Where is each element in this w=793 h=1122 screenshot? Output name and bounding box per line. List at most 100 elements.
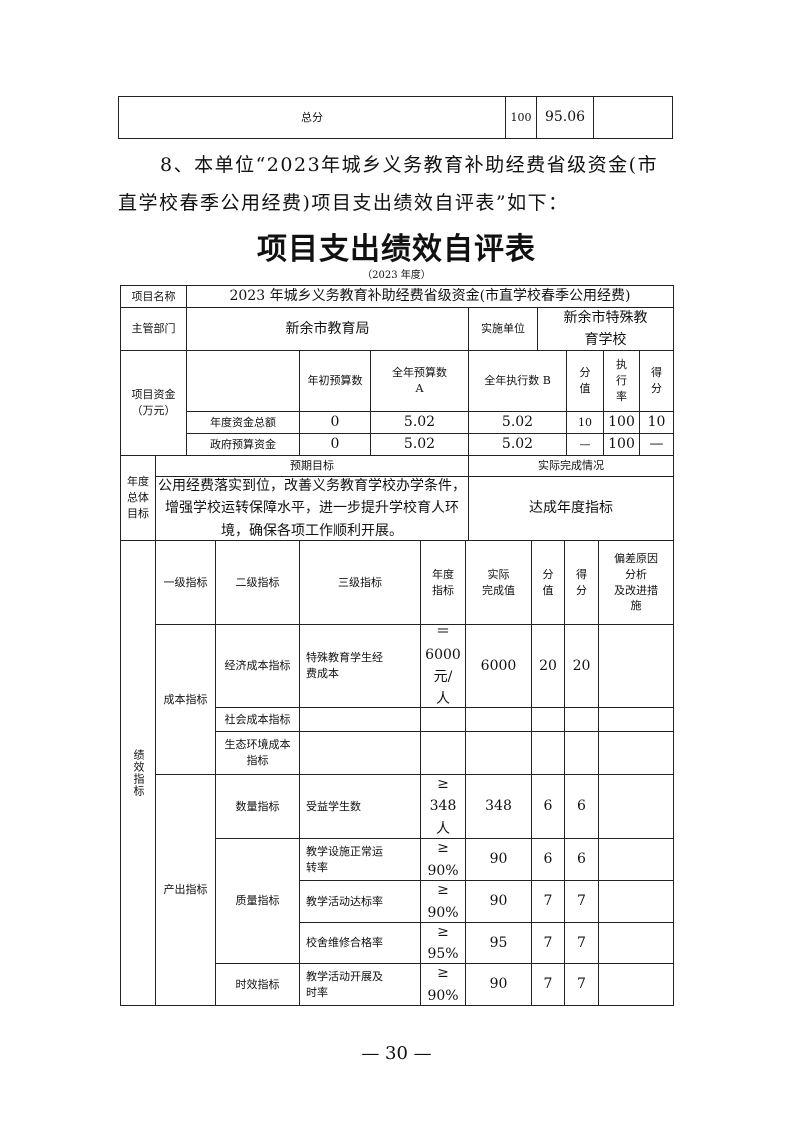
paragraph-line-2: 直学校春季公用经费)项目支出绩效自评表”如下： <box>118 192 569 214</box>
indicator-note <box>598 707 674 732</box>
indicator-level3 <box>299 707 421 732</box>
indicator-score: 7 <box>564 922 599 964</box>
level1-cost: 成本指标 <box>155 624 216 775</box>
indicator-level3: 受益学生数 <box>299 774 421 839</box>
level1-output: 产出指标 <box>155 774 216 1006</box>
perf-header: 偏差原因 分析 及改进措 施 <box>598 540 674 625</box>
indicator-target: ≥ 90% <box>420 880 466 923</box>
goal-actual: 达成年度指标 <box>468 476 674 541</box>
funds-cell: 100 <box>603 411 640 434</box>
funds-header: 全年执行数 B <box>468 350 567 412</box>
funds-cell: — <box>566 433 604 456</box>
indicator-note <box>598 838 674 881</box>
indicator-score: 7 <box>564 880 599 923</box>
indicator-target <box>420 707 466 732</box>
funds-header: 年初预算数 <box>299 350 371 412</box>
project-name-label: 项目名称 <box>120 285 187 308</box>
funds-label: 项目资金 （万元） <box>120 350 187 456</box>
level2-indicator: 时效指标 <box>215 963 300 1006</box>
indicator-actual: 95 <box>465 922 532 964</box>
indicator-score <box>564 731 599 775</box>
indicator-level3: 特殊教育学生经 费成本 <box>299 624 421 708</box>
funds-header: 分 值 <box>566 350 604 412</box>
perf-header: 得 分 <box>564 540 599 625</box>
level2-indicator: 数量指标 <box>215 774 300 839</box>
funds-cell: — <box>639 433 674 456</box>
indicator-target: ≥ 348 人 <box>420 774 466 839</box>
summary-score-value: 100 <box>505 96 537 139</box>
indicator-note <box>598 624 674 708</box>
goal-expected: 公用经费落实到位，改善义务教育学校办学条件，增强学校运转保障水平，进一步提升学校… <box>155 476 469 541</box>
indicator-level3: 教学活动达标率 <box>299 880 421 923</box>
funds-cell: 5.02 <box>468 411 567 434</box>
goal-label: 年度 总体 目标 <box>120 455 156 541</box>
perf-label: 绩效指标 <box>120 540 156 1006</box>
funds-header <box>186 350 300 412</box>
indicator-actual <box>465 731 532 775</box>
indicator-weight <box>531 731 565 775</box>
indicator-weight: 7 <box>531 922 565 964</box>
paragraph-line-1: 8、本单位“2023年城乡义务教育补助经费省级资金(市 <box>160 154 659 176</box>
level2-indicator: 社会成本指标 <box>215 707 300 732</box>
indicator-actual: 90 <box>465 880 532 923</box>
funds-cell: 0 <box>299 433 371 456</box>
indicator-target: ＝ 6000 元/ 人 <box>420 624 466 708</box>
indicator-note <box>598 731 674 775</box>
page-title: 项目支出绩效自评表 <box>257 232 536 267</box>
indicator-note <box>598 880 674 923</box>
funds-header: 全年预算数 A <box>370 350 469 412</box>
goal-expected-label: 预期目标 <box>155 455 469 477</box>
project-name: 2023 年城乡义务教育补助经费省级资金(市直学校春季公用经费) <box>186 285 674 308</box>
indicator-target: ≥ 95% <box>420 922 466 964</box>
funds-cell: 政府预算资金 <box>186 433 300 456</box>
indicator-weight: 6 <box>531 774 565 839</box>
funds-cell: 100 <box>603 433 640 456</box>
indicator-weight: 6 <box>531 838 565 881</box>
dept-label: 主管部门 <box>120 307 187 351</box>
funds-cell: 10 <box>639 411 674 434</box>
impl-value: 新余市特殊教 育学校 <box>537 307 674 351</box>
indicator-level3: 教学设施正常运 转率 <box>299 838 421 881</box>
summary-total-label: 总分 <box>118 96 506 139</box>
indicator-target: ≥ 90% <box>420 963 466 1006</box>
indicator-target: ≥ 90% <box>420 838 466 881</box>
indicator-score: 6 <box>564 774 599 839</box>
summary-score-obtained: 95.06 <box>536 96 594 139</box>
funds-header: 得 分 <box>639 350 674 412</box>
indicator-score: 20 <box>564 624 599 708</box>
page-number: — 30 — <box>361 1043 432 1064</box>
funds-cell: 0 <box>299 411 371 434</box>
impl-label: 实施单位 <box>468 307 538 351</box>
indicator-score: 6 <box>564 838 599 881</box>
indicator-actual: 90 <box>465 838 532 881</box>
level2-indicator: 质量指标 <box>215 838 300 964</box>
perf-header: 年度 指标 <box>420 540 466 625</box>
funds-header: 执 行 率 <box>603 350 640 412</box>
indicator-target <box>420 731 466 775</box>
indicator-actual: 348 <box>465 774 532 839</box>
indicator-score <box>564 707 599 732</box>
indicator-weight: 7 <box>531 880 565 923</box>
indicator-weight <box>531 707 565 732</box>
summary-remark <box>593 96 673 139</box>
indicator-level3: 校舍维修合格率 <box>299 922 421 964</box>
perf-header: 一级指标 <box>155 540 216 625</box>
indicator-actual: 6000 <box>465 624 532 708</box>
dept-value: 新余市教育局 <box>186 307 469 351</box>
perf-header: 三级指标 <box>299 540 421 625</box>
indicator-score: 7 <box>564 963 599 1006</box>
perf-header: 二级指标 <box>215 540 300 625</box>
indicator-level3: 教学活动开展及 时率 <box>299 963 421 1006</box>
year-label: （2023 年度） <box>362 270 431 281</box>
level2-indicator: 生态环境成本 指标 <box>215 731 300 775</box>
funds-cell: 5.02 <box>370 411 469 434</box>
funds-cell: 5.02 <box>370 433 469 456</box>
level2-indicator: 经济成本指标 <box>215 624 300 708</box>
funds-cell: 10 <box>566 411 604 434</box>
indicator-note <box>598 774 674 839</box>
perf-header: 实际 完成值 <box>465 540 532 625</box>
goal-actual-label: 实际完成情况 <box>468 455 674 477</box>
indicator-weight: 7 <box>531 963 565 1006</box>
perf-header: 分 值 <box>531 540 565 625</box>
indicator-note <box>598 922 674 964</box>
